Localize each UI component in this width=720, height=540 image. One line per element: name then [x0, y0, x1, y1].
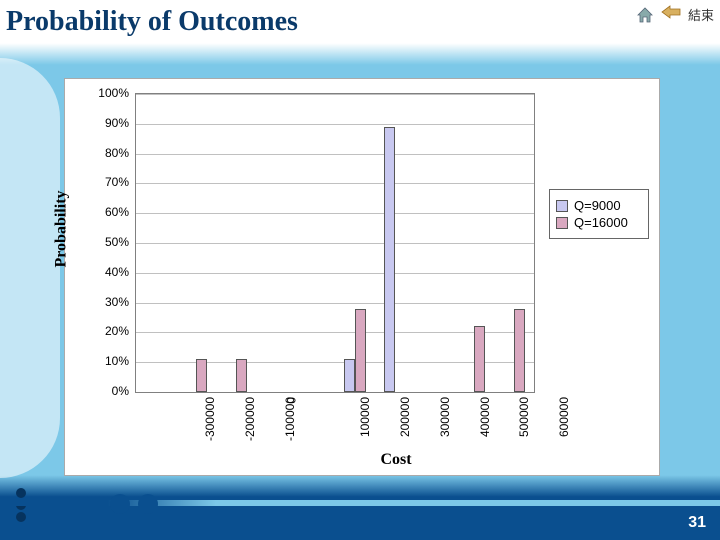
legend-item: Q=9000 [556, 198, 642, 213]
deco-dot [110, 494, 130, 514]
chart-y-tick: 50% [79, 235, 129, 249]
legend-label: Q=16000 [574, 215, 628, 230]
chart-legend: Q=9000 Q=16000 [549, 189, 649, 239]
legend-label: Q=9000 [574, 198, 621, 213]
chart-x-tick: 400000 [478, 397, 492, 437]
legend-swatch [556, 217, 568, 229]
chart-gridline [136, 183, 534, 184]
chart-x-tick: -300000 [203, 397, 217, 441]
back-arrow-icon[interactable] [660, 4, 682, 25]
chart-y-tick: 90% [79, 116, 129, 130]
chart-bar [514, 309, 525, 392]
chart-gridline [136, 243, 534, 244]
page-number: 31 [688, 514, 706, 532]
bottom-accent-bar [0, 500, 720, 506]
chart-y-tick: 60% [79, 205, 129, 219]
chart-gridline [136, 213, 534, 214]
top-nav: 結束 [636, 4, 714, 25]
deco-bullet [16, 488, 26, 498]
chart-y-tick: 40% [79, 265, 129, 279]
chart-y-tick: 0% [79, 384, 129, 398]
chart-y-tick: 30% [79, 295, 129, 309]
chart-x-tick: 0 [285, 397, 299, 404]
chart-bar [384, 127, 395, 392]
chart-y-tick: 100% [79, 86, 129, 100]
chart-bar [344, 359, 355, 392]
chart-y-tick: 80% [79, 146, 129, 160]
chart-y-axis-label: Probability [53, 190, 71, 267]
chart-gridline [136, 303, 534, 304]
chart-plot-area [135, 93, 535, 393]
chart-gridline [136, 94, 534, 95]
page-title: Probability of Outcomes [6, 6, 298, 38]
legend-swatch [556, 200, 568, 212]
chart-panel: Probability Cost Q=9000Q=16000 0%10%20%3… [64, 78, 660, 476]
chart-y-tick: 10% [79, 354, 129, 368]
chart-x-tick: 200000 [398, 397, 412, 437]
chart-y-tick: 70% [79, 175, 129, 189]
end-label[interactable]: 結束 [688, 5, 714, 24]
chart-x-tick: 300000 [438, 397, 452, 437]
chart-x-tick: 600000 [557, 397, 571, 437]
chart-x-tick: 500000 [517, 397, 531, 437]
home-icon[interactable] [636, 7, 654, 23]
chart-y-tick: 20% [79, 324, 129, 338]
chart-bar [196, 359, 207, 392]
chart-bar [474, 326, 485, 392]
legend-item: Q=16000 [556, 215, 642, 230]
left-curve-decoration [0, 58, 60, 478]
deco-dot [138, 494, 158, 514]
slide: Probability of Outcomes 結束 Probability C… [0, 0, 720, 540]
chart-x-tick: 100000 [358, 397, 372, 437]
chart-gridline [136, 124, 534, 125]
chart-gridline [136, 154, 534, 155]
deco-bullet [16, 512, 26, 522]
chart-x-axis-label: Cost [99, 451, 693, 469]
chart-bar [355, 309, 366, 392]
chart-gridline [136, 273, 534, 274]
chart-x-tick: -200000 [243, 397, 257, 441]
chart-bar [236, 359, 247, 392]
